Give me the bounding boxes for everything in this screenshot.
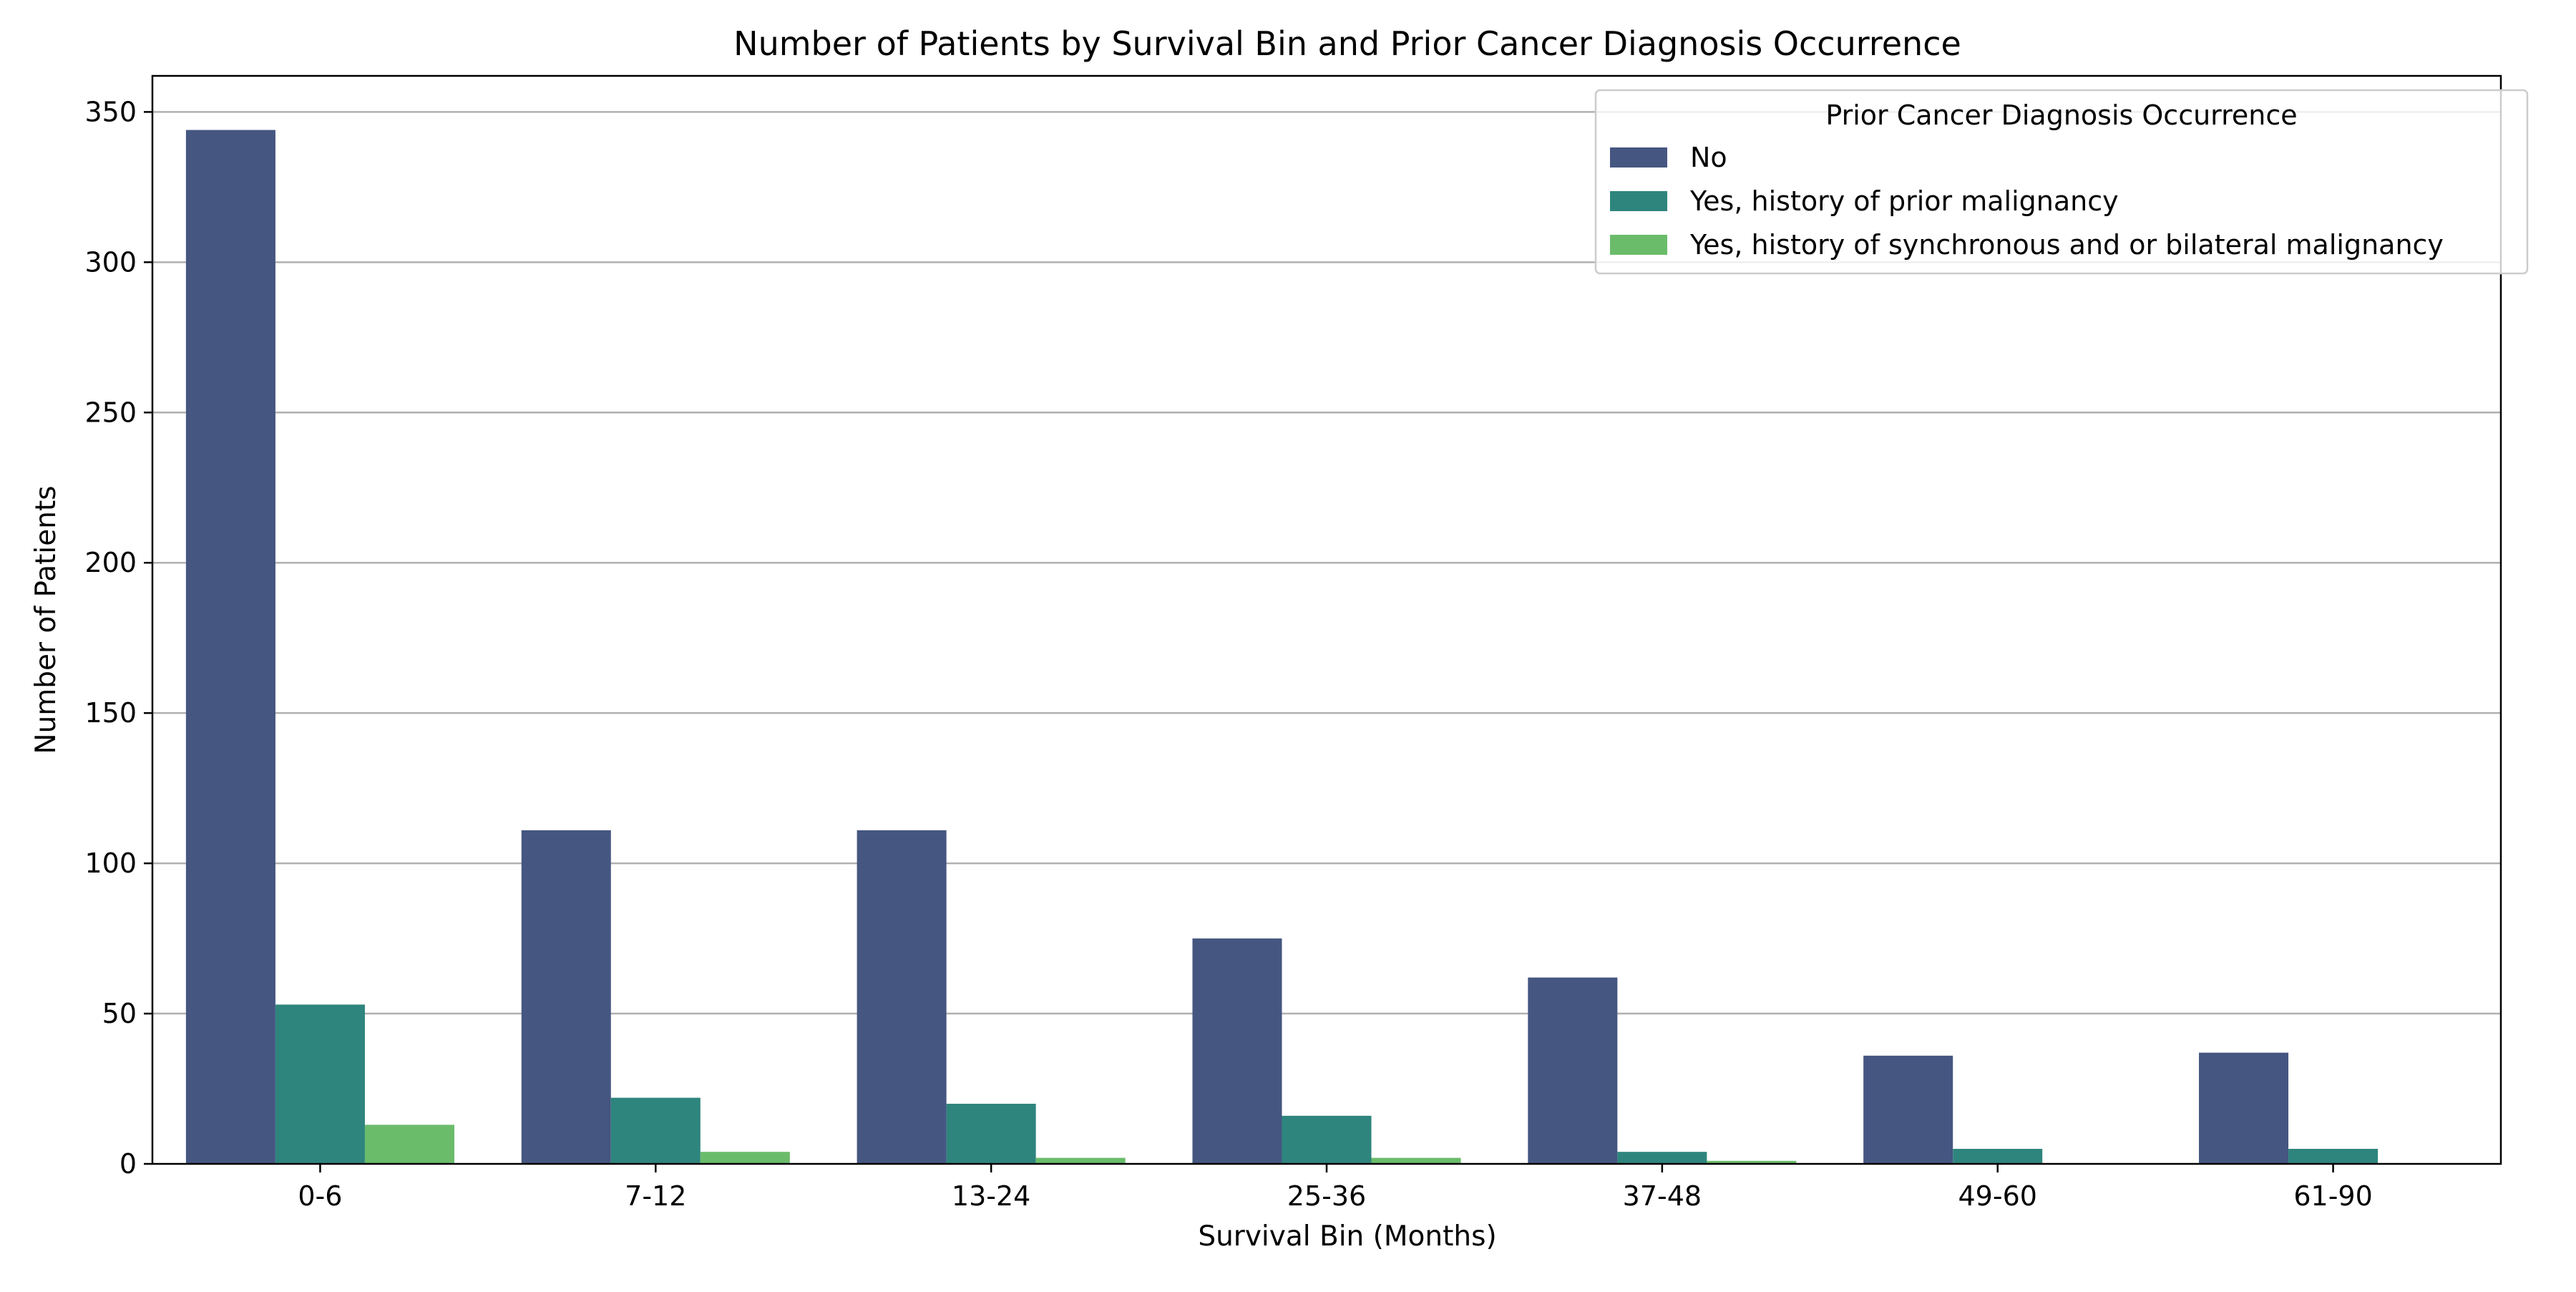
bar-13-24-series-1 [946,1104,1036,1164]
bars [185,130,2379,1165]
x-tick-label: 13-24 [952,1180,1030,1212]
bar-25-36-series-0 [1192,938,1282,1164]
x-tick-label: 7-12 [625,1180,686,1212]
y-tick-label: 300 [84,246,137,278]
legend-label-0: No [1690,142,1727,173]
x-axis-label: Survival Bin (Months) [1198,1220,1496,1253]
y-tick-label: 0 [119,1148,137,1180]
bar-0-6-series-1 [275,1004,365,1164]
y-axis-ticks: 0 50 100 150 200 250 300 350 [84,96,152,1180]
bar-25-36-series-2 [1371,1157,1461,1164]
bar-25-36-series-1 [1282,1115,1372,1164]
bar-0-6-series-0 [185,130,275,1165]
y-axis-label: Number of Patients [30,485,62,754]
legend-swatch-1 [1610,191,1667,211]
bar-7-12-series-0 [521,830,611,1164]
legend-box [1594,89,2529,275]
x-tick-label: 61-90 [2293,1180,2372,1212]
x-tick-label: 49-60 [1958,1180,2037,1212]
legend-label-1: Yes, history of prior malignancy [1689,185,2119,217]
legend-swatch-0 [1610,147,1667,167]
bar-37-48-series-0 [1528,977,1618,1164]
y-tick-label: 250 [84,397,137,428]
legend-title: Prior Cancer Diagnosis Occurrence [1825,99,2297,131]
bar-37-48-series-2 [1707,1160,1797,1164]
x-axis-ticks: 0-6 7-12 13-24 25-36 37-48 49-60 61-90 [298,1164,2373,1212]
x-tick-label: 25-36 [1287,1180,1366,1212]
bar-61-90-series-1 [2288,1149,2379,1164]
legend-items: No Yes, history of prior malignancy Yes, h… [1610,142,2444,261]
y-tick-label: 50 [102,998,137,1029]
bar-37-48-series-1 [1617,1152,1707,1164]
bar-7-12-series-1 [610,1097,701,1164]
y-tick-label: 350 [84,96,137,127]
bar-13-24-series-2 [1035,1157,1126,1164]
chart-title: Number of Patients by Survival Bin and P… [733,24,1961,63]
legend-swatch-2 [1610,235,1667,255]
x-tick-label: 37-48 [1623,1180,1702,1212]
bar-7-12-series-2 [700,1152,790,1164]
y-tick-label: 150 [84,697,137,729]
y-tick-label: 100 [84,847,137,879]
legend: Prior Cancer Diagnosis Occurrence No Yes,… [1594,89,2529,275]
bar-0-6-series-2 [364,1125,454,1164]
legend-label-2: Yes, history of synchronous and or bilat… [1689,229,2444,261]
bar-49-60-series-1 [1953,1149,2043,1164]
bar-49-60-series-0 [1863,1055,1953,1164]
bar-61-90-series-0 [2199,1052,2289,1164]
y-tick-label: 200 [84,547,137,578]
x-tick-label: 0-6 [298,1180,342,1212]
bar-13-24-series-0 [857,830,947,1164]
